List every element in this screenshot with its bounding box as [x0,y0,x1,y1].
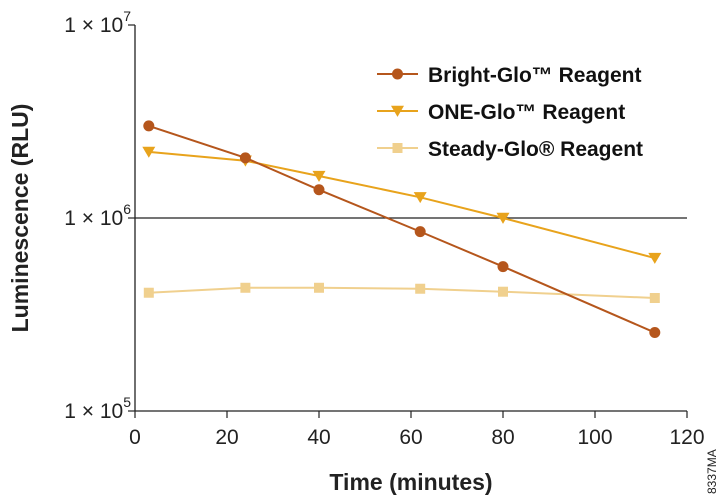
series-3 [143,282,660,304]
x-axis-title: Time (minutes) [329,469,492,495]
legend-marker [392,68,403,80]
legend: Bright-Glo™ Reagent ONE-Glo™ Reagent Stead… [377,64,643,161]
data-point [496,212,510,224]
legend-entry: Bright-Glo™ Reagent [377,64,642,87]
data-point [649,327,661,339]
data-point [240,282,251,293]
series-1 [143,120,661,339]
legend-marker [391,105,404,117]
data-point [498,286,508,297]
y-axis-title: Luminescence (RLU) [7,104,33,333]
data-point [314,282,324,293]
data-point [312,170,326,182]
x-tick-label: 80 [491,426,514,449]
legend-marker [392,143,403,153]
series-line [148,286,655,300]
series-line [148,150,656,260]
legend-entry: Steady-Glo® Reagent [377,138,643,161]
legend-label: ONE-Glo™ Reagent [428,101,625,124]
x-tick-label: 60 [399,426,422,449]
y-ticks: 1 × 105 1 × 106 1 × 107 [64,8,135,423]
data-point [415,283,426,294]
data-point [414,226,426,238]
legend-label: Bright-Glo™ Reagent [428,64,642,87]
legend-entry: ONE-Glo™ Reagent [377,101,625,124]
data-point [239,152,251,164]
data-point [413,192,427,204]
x-tick-label: 100 [577,426,612,449]
series-layer [142,120,662,339]
x-tick-label: 20 [215,426,238,449]
series-2 [142,146,662,264]
data-point [497,261,509,273]
legend-label: Steady-Glo® Reagent [428,138,643,161]
x-tick-label: 120 [669,426,704,449]
data-point [142,146,156,158]
y-tick-label: 1 × 106 [64,201,131,230]
x-tick-label: 40 [307,426,330,449]
series-line [148,124,656,334]
data-point [648,252,662,264]
figure-id-label: 8337MA [705,449,719,494]
y-tick-label: 1 × 107 [64,8,131,37]
data-point [143,287,154,298]
x-ticks: 0 20 40 60 80 100 120 [129,411,705,449]
data-point [143,120,155,132]
data-point [649,293,660,304]
data-point [313,184,325,196]
x-tick-label: 0 [129,426,141,449]
y-tick-label: 1 × 105 [64,394,131,423]
